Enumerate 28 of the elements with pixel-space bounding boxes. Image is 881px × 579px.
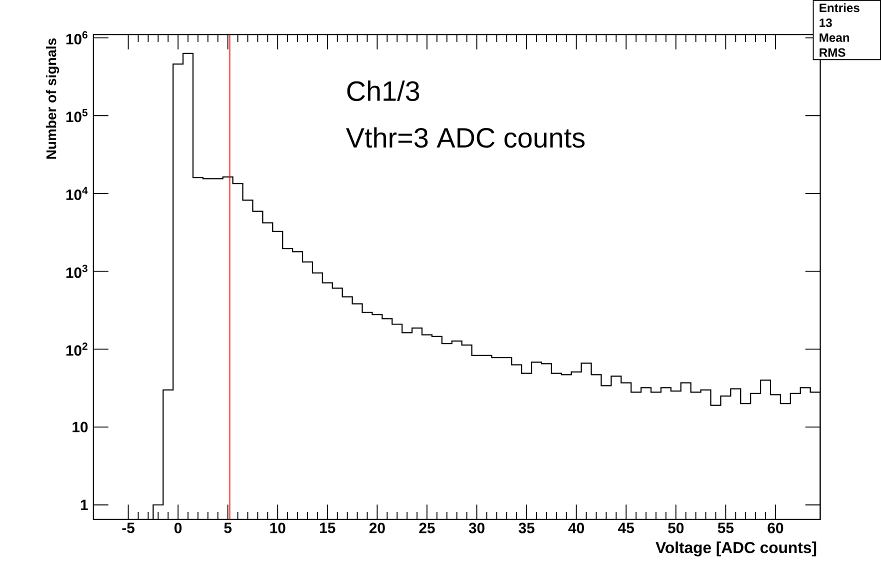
x-tick-label: 35 [518,522,534,534]
y-tick-label: 10$^{5}$ [66,108,88,122]
x-tick-label: 45 [618,522,634,534]
text: Entries 13 [820,3,860,27]
y-tick-label: 10 [72,422,88,432]
y-axis-title: Number of signals [46,38,60,159]
x-tick-label: 50 [668,522,684,534]
annotation: RMS [820,48,846,57]
annotation: Vthr=3 ADC counts [346,127,585,148]
x-tick-label: 10 [270,522,286,534]
y-tick-label: 10$^{4}$ [66,186,88,200]
x-tick-label: -5 [122,522,134,534]
y-tick-label: 10$^{6}$ [66,31,88,44]
y-tick-label: 1 [80,500,88,510]
annotation: Mean [820,33,850,42]
x-tick-label: 55 [718,522,734,534]
y-tick-label: 10$^{3}$ [66,264,88,278]
x-tick-label: 60 [768,522,784,534]
x-tick-label: 25 [419,522,435,534]
x-tick-label: 20 [369,522,385,534]
x-tick-label: 0 [174,522,182,534]
x-tick-label: 5 [224,522,232,534]
x-tick-label: 30 [468,522,484,534]
x-tick-label: 15 [320,522,336,534]
annotation: Ch1/3 [347,80,420,101]
x-tick-label: 40 [568,522,584,534]
x-axis-title: Voltage [ADC counts] [656,541,816,556]
y-tick-label: 10$^{2}$ [66,342,88,356]
